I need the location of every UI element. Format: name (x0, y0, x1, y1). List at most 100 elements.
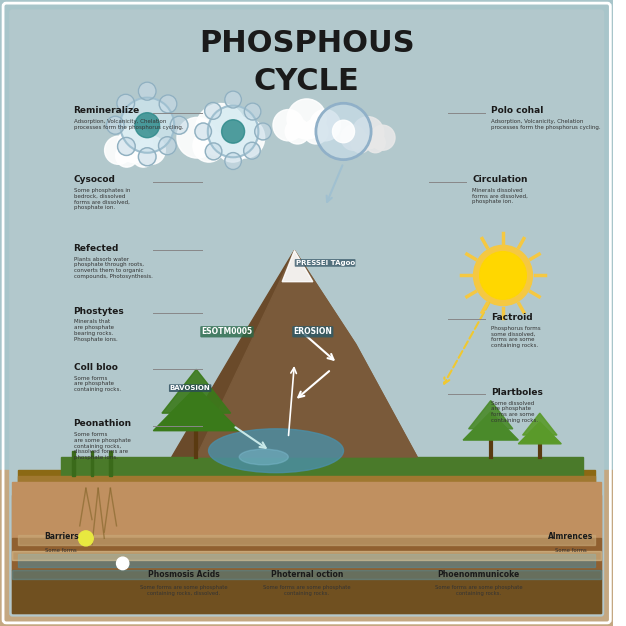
Text: Some forms: Some forms (46, 548, 77, 553)
Circle shape (332, 120, 354, 143)
Bar (73, 451, 75, 476)
Text: Barriers: Barriers (44, 532, 79, 541)
Circle shape (158, 136, 176, 155)
Text: EROSION: EROSION (294, 327, 332, 336)
Polygon shape (469, 401, 513, 429)
Text: PHOSPHOUS: PHOSPHOUS (199, 29, 414, 58)
Polygon shape (518, 422, 562, 444)
Circle shape (351, 133, 371, 153)
Bar (91, 451, 93, 476)
Circle shape (120, 98, 174, 153)
Bar (109, 451, 111, 476)
Text: Some phosphates in
bedrock, dissolved
forms are dissolved,
phosphate ion.: Some phosphates in bedrock, dissolved fo… (74, 188, 130, 210)
Circle shape (273, 110, 304, 141)
Bar (13, 551, 601, 560)
Text: ESOTM0005: ESOTM0005 (202, 327, 252, 336)
Circle shape (118, 138, 135, 155)
Circle shape (205, 143, 222, 160)
Circle shape (177, 117, 217, 158)
Circle shape (225, 91, 242, 108)
Text: Cysocod: Cysocod (74, 175, 115, 184)
Text: Factroid: Factroid (491, 313, 532, 322)
Text: Almrences: Almrences (548, 532, 593, 541)
Circle shape (135, 113, 160, 138)
Text: BAVOSION: BAVOSION (170, 385, 210, 391)
Text: Phosmosis Acids: Phosmosis Acids (148, 570, 220, 578)
Bar (18, 554, 595, 567)
Circle shape (222, 120, 245, 143)
Bar (13, 495, 601, 613)
Circle shape (217, 130, 249, 162)
Text: Some forms
are phosphate
containing rocks.: Some forms are phosphate containing rock… (74, 376, 121, 393)
Text: Polo cohal: Polo cohal (491, 106, 543, 115)
Circle shape (117, 126, 153, 163)
Text: Circulation: Circulation (473, 175, 528, 184)
Text: Plartboles: Plartboles (491, 388, 543, 397)
Circle shape (310, 110, 341, 141)
Text: Photernal oction: Photernal oction (270, 570, 343, 578)
Circle shape (371, 125, 395, 150)
Polygon shape (282, 250, 313, 282)
Circle shape (106, 116, 124, 134)
Circle shape (78, 531, 93, 546)
Text: Some forms
are some phosphate
containing rocks,
dissolved forms are
phosphate io: Some forms are some phosphate containing… (74, 432, 130, 460)
Circle shape (225, 153, 242, 170)
Polygon shape (294, 250, 417, 457)
Text: Minerals dissolved
forms are dissolved,
phosphate ion.: Minerals dissolved forms are dissolved, … (473, 188, 528, 205)
Bar (18, 470, 595, 595)
Circle shape (159, 95, 177, 113)
Bar (13, 570, 601, 613)
Text: Phosphorus forms
some dissolved,
forms are some
containing rocks.: Phosphorus forms some dissolved, forms a… (491, 326, 540, 348)
Text: PRESSEI TAgoo: PRESSEI TAgoo (295, 260, 355, 266)
Bar (18, 476, 595, 526)
Text: Adsorption, Volcanicity, Chelation
processes form the phosphorus cycling.: Adsorption, Volcanicity, Chelation proce… (74, 119, 183, 130)
Text: Some forms are some phosphate
containing rocks, dissolved.: Some forms are some phosphate containing… (140, 585, 228, 596)
Bar (13, 482, 601, 538)
FancyBboxPatch shape (9, 9, 604, 617)
Text: Phoenommunicoke: Phoenommunicoke (438, 570, 520, 578)
Circle shape (473, 245, 533, 305)
Bar (13, 538, 601, 570)
Ellipse shape (239, 449, 289, 464)
Circle shape (138, 136, 165, 165)
Circle shape (304, 119, 328, 144)
Text: Some forms are some phosphate
containing rocks.: Some forms are some phosphate containing… (263, 585, 351, 596)
Text: Phostytes: Phostytes (74, 307, 125, 316)
Polygon shape (162, 369, 230, 413)
Circle shape (195, 103, 247, 156)
Circle shape (105, 136, 132, 165)
Bar (13, 570, 601, 579)
Polygon shape (172, 250, 294, 457)
Circle shape (208, 106, 259, 157)
Circle shape (285, 119, 310, 144)
Circle shape (116, 557, 129, 570)
Bar (0, 0, 613, 501)
Circle shape (287, 99, 326, 139)
Circle shape (193, 130, 225, 162)
Text: Remineralize: Remineralize (74, 106, 140, 115)
Text: Refected: Refected (74, 244, 119, 253)
Circle shape (255, 123, 271, 140)
Circle shape (205, 103, 221, 120)
Polygon shape (523, 413, 557, 435)
Circle shape (244, 103, 261, 120)
Circle shape (244, 142, 260, 159)
Circle shape (480, 252, 526, 299)
Text: Peonathion: Peonathion (74, 419, 131, 428)
Circle shape (116, 145, 138, 167)
Circle shape (117, 95, 135, 112)
Text: Some dissolved
are phosphate
forms are some
containing rocks.: Some dissolved are phosphate forms are s… (491, 401, 538, 423)
Polygon shape (197, 250, 417, 457)
Circle shape (195, 123, 212, 140)
Circle shape (138, 148, 156, 166)
Bar (18, 526, 595, 557)
Circle shape (366, 133, 385, 153)
Polygon shape (153, 387, 239, 431)
Text: Plants absorb water
phosphate through roots,
converts them to organic
compounds,: Plants absorb water phosphate through ro… (74, 257, 153, 279)
Bar (18, 535, 595, 545)
Circle shape (352, 116, 384, 149)
Circle shape (225, 117, 265, 158)
Text: Coll bloo: Coll bloo (74, 363, 118, 372)
Text: Minerals that
are phosphate
bearing rocks.
Phosphate ions.: Minerals that are phosphate bearing rock… (74, 319, 117, 342)
FancyBboxPatch shape (0, 0, 613, 626)
